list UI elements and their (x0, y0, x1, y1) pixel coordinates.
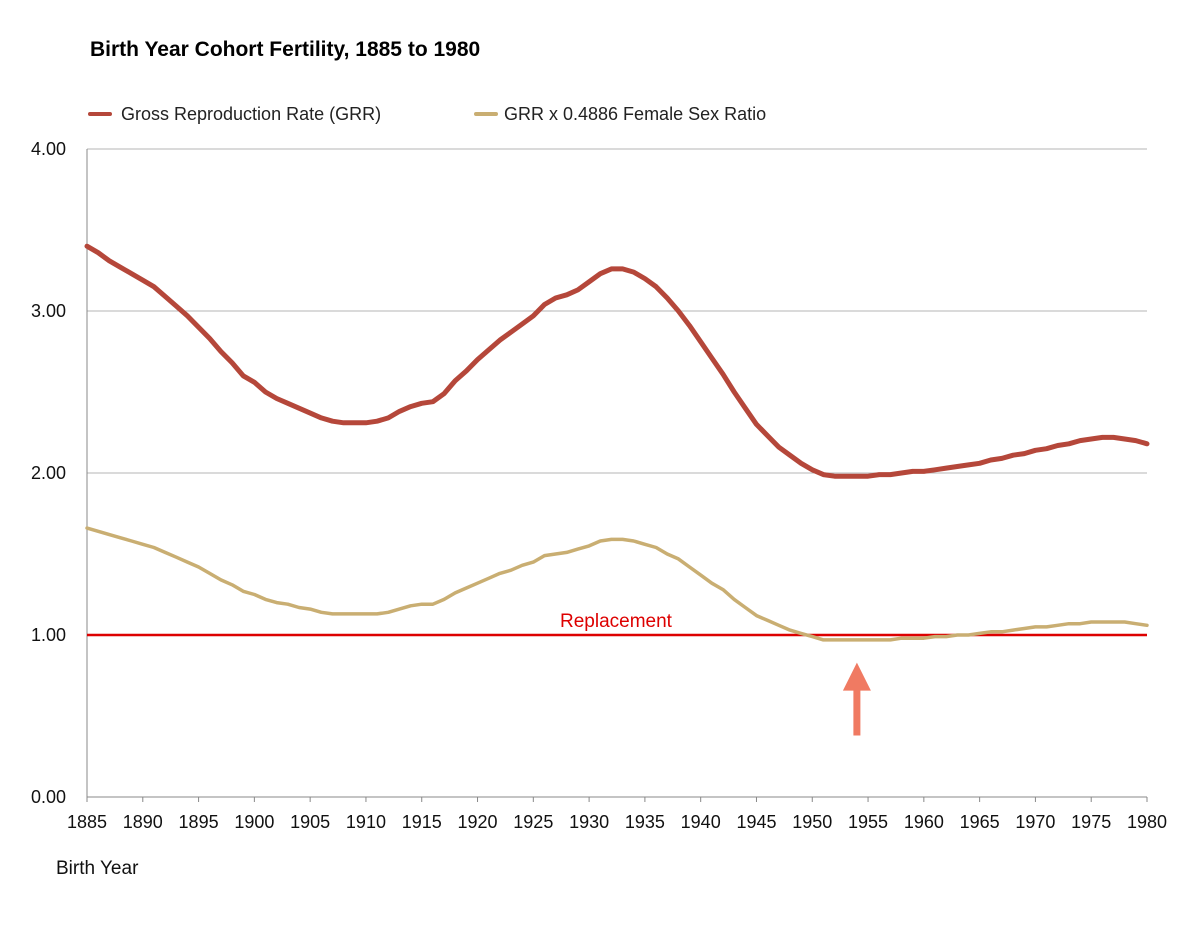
arrow-head (842, 662, 871, 691)
x-tick-label: 1890 (123, 812, 163, 832)
x-tick-label: 1965 (960, 812, 1000, 832)
x-tick-label: 1945 (736, 812, 776, 832)
x-tick-label: 1960 (904, 812, 944, 832)
gridlines (87, 148, 1147, 636)
arrow-annotation (842, 662, 871, 736)
chart-title: Birth Year Cohort Fertility, 1885 to 198… (90, 38, 480, 61)
series-lines (84, 243, 1150, 642)
x-axis-title: Birth Year (56, 858, 139, 879)
y-tick-labels: 0.00 1.00 2.00 3.00 4.00 (31, 139, 66, 807)
y-tick-label: 0.00 (31, 787, 66, 807)
x-tick-label: 1930 (569, 812, 609, 832)
x-tick-label: 1920 (458, 812, 498, 832)
series-line-grr (84, 243, 1150, 479)
x-tick-label: 1905 (290, 812, 330, 832)
legend-label-grr: Gross Reproduction Rate (GRR) (121, 104, 381, 124)
x-tick-label: 1885 (67, 812, 107, 832)
replacement-label: Replacement (560, 611, 673, 632)
x-tick-label: 1925 (513, 812, 553, 832)
x-tick-label: 1910 (346, 812, 386, 832)
x-tick-label: 1975 (1071, 812, 1111, 832)
x-tick-labels: 1885 1890 1895 1900 1905 1910 1915 1920 1925 1930… (67, 812, 1167, 832)
x-tick-label: 1895 (179, 812, 219, 832)
x-tick-label: 1970 (1015, 812, 1055, 832)
x-tick-label: 1900 (234, 812, 274, 832)
x-tick-label: 1950 (792, 812, 832, 832)
y-tick-label: 1.00 (31, 625, 66, 645)
legend: Gross Reproduction Rate (GRR) GRR x 0.48… (88, 104, 766, 124)
x-tick-label: 1935 (625, 812, 665, 832)
y-tick-label: 2.00 (31, 463, 66, 483)
y-tick-label: 4.00 (31, 139, 66, 159)
series-line-female (85, 526, 1149, 642)
x-tick-label: 1940 (681, 812, 721, 832)
x-tick-label: 1915 (402, 812, 442, 832)
legend-label-female: GRR x 0.4886 Female Sex Ratio (504, 104, 766, 124)
x-tick-label: 1980 (1127, 812, 1167, 832)
axes (86, 149, 1148, 802)
y-tick-label: 3.00 (31, 301, 66, 321)
x-tick-label: 1955 (848, 812, 888, 832)
